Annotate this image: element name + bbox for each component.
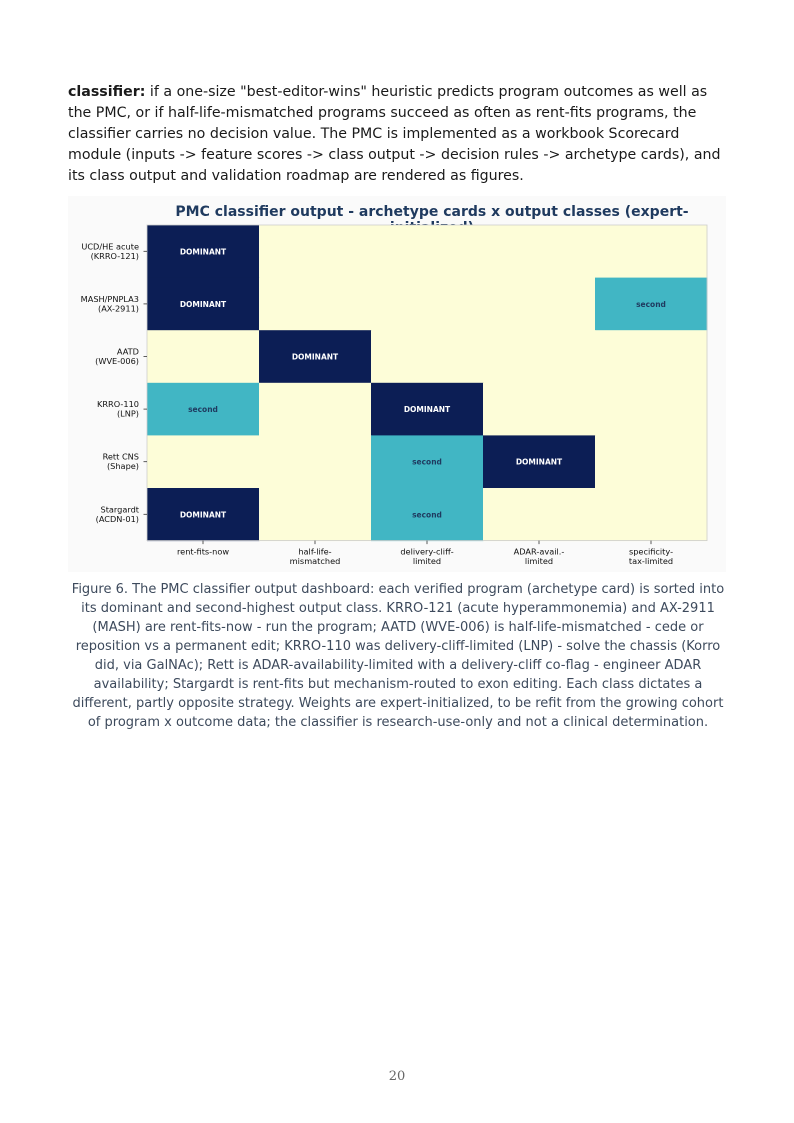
heatmap-cell	[595, 435, 708, 489]
heatmap-cell	[147, 225, 260, 279]
heatmap-cell	[259, 330, 372, 384]
heatmap-cell	[595, 330, 708, 384]
figure-panel: PMC classifier output - archetype cards …	[68, 196, 726, 572]
heatmap-cell	[147, 435, 260, 489]
x-tick-label: tax-limited	[629, 556, 673, 566]
heatmap-cell	[595, 277, 708, 331]
cell-label: second	[412, 510, 442, 519]
cell-label: second	[636, 300, 666, 309]
heatmap-cell	[371, 435, 484, 489]
cell-label: DOMINANT	[180, 510, 227, 519]
y-tick-label: UCD/HE acute	[81, 241, 139, 251]
x-tick-label: ADAR-avail.-	[514, 547, 565, 557]
heatmap-frame	[146, 224, 708, 542]
cell-label: DOMINANT	[516, 458, 563, 467]
cell-label: DOMINANT	[292, 353, 339, 362]
heatmap-cell	[147, 277, 260, 331]
x-tick-label: mismatched	[290, 556, 341, 566]
cell-label: DOMINANT	[404, 405, 451, 414]
heatmap-cell	[595, 225, 708, 279]
y-tick-label: (WVE-006)	[95, 356, 139, 366]
heatmap-chart: DOMINANT DOMINANT second DOMINANT second DOMI…	[81, 224, 708, 566]
heatmap-cell	[483, 330, 596, 384]
x-tick-label: half-life-	[298, 547, 331, 557]
cell-label: second	[188, 405, 218, 414]
y-tick-label: (KRRO-121)	[91, 251, 139, 261]
y-tick-label: (Shape)	[107, 461, 139, 471]
y-tick-label: Stargardt	[101, 504, 140, 514]
heatmap-cell	[259, 277, 372, 331]
page-number: 20	[388, 1069, 406, 1084]
x-tick-label: specificity-	[629, 547, 673, 557]
x-tick-label: delivery-cliff-	[400, 547, 453, 557]
y-tick-label: (LNP)	[117, 409, 139, 419]
x-tick-label: rent-fits-now	[177, 547, 229, 557]
heatmap-cell	[147, 330, 260, 384]
heatmap-cell	[483, 225, 596, 279]
x-tick-label: limited	[525, 556, 553, 566]
heatmap-cell	[371, 330, 484, 384]
heatmap-cell	[259, 435, 372, 489]
cell-label: second	[412, 458, 442, 467]
y-tick-label: (ACDN-01)	[96, 514, 139, 524]
heatmap-cell	[371, 382, 484, 436]
heatmap-cell	[483, 435, 596, 489]
heatmap-cell	[595, 382, 708, 436]
heatmap-cell	[595, 488, 708, 542]
y-tick-label: AATD	[117, 347, 139, 357]
y-tick-label: Rett CNS	[103, 452, 139, 462]
heatmap-cell	[259, 488, 372, 542]
cell-label: DOMINANT	[180, 300, 227, 309]
heatmap-cell	[483, 382, 596, 436]
heatmap-cell	[147, 382, 260, 436]
body-paragraph: classifier: if a one-size "best-editor-w…	[68, 82, 728, 187]
figure-caption: Figure 6. The PMC classifier output dash…	[71, 582, 725, 730]
x-tick-label: limited	[413, 556, 441, 566]
heatmap-cell	[483, 277, 596, 331]
heatmap-cell	[147, 488, 260, 542]
heatmap-cell	[483, 488, 596, 542]
y-tick-label: MASH/PNPLA3	[81, 294, 139, 304]
paragraph-lead: classifier:	[68, 84, 146, 100]
heatmap-cell	[259, 225, 372, 279]
heatmap-cell	[259, 382, 372, 436]
y-tick-label: (AX-2911)	[98, 303, 139, 313]
y-tick-label: KRRO-110	[97, 399, 139, 409]
paragraph-text: if a one-size "best-editor-wins" heurist…	[68, 84, 721, 184]
heatmap-cell	[371, 277, 484, 331]
heatmap-cell	[371, 225, 484, 279]
heatmap-cell	[371, 488, 484, 542]
cell-label: DOMINANT	[180, 247, 227, 256]
